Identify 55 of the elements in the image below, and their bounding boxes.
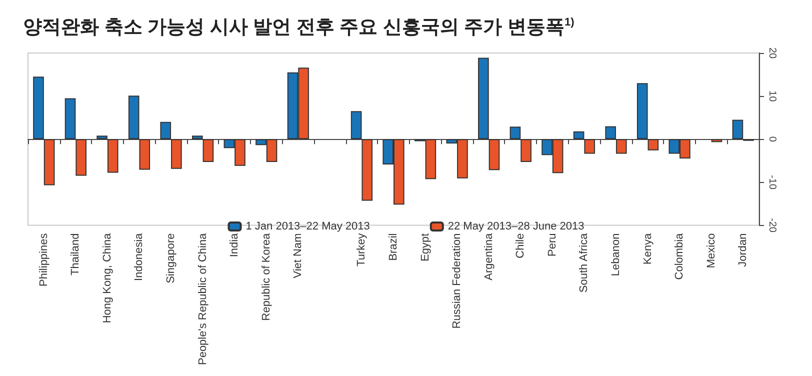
- x-tick-label: Jordan: [737, 233, 750, 267]
- y-tick-label: 10: [766, 90, 778, 102]
- legend-label: 1 Jan 2013–22 May 2013: [246, 220, 370, 232]
- bar: [64, 98, 76, 140]
- bar: [648, 139, 659, 150]
- x-tick-label: Singapore: [165, 233, 178, 284]
- bar: [107, 139, 118, 173]
- bar: [711, 139, 722, 142]
- bar: [76, 139, 86, 176]
- y-tick-label: 0: [766, 136, 778, 142]
- x-tick-label: Peru: [546, 233, 558, 257]
- x-tick-label: Kenya: [642, 232, 654, 264]
- x-tick-label: Russian Federation: [451, 233, 464, 329]
- x-tick-label: Philippines: [38, 232, 50, 286]
- bar: [171, 139, 182, 169]
- bar: [350, 111, 362, 140]
- bar: [636, 83, 648, 140]
- x-tick-label: People's Republic of China: [196, 232, 209, 366]
- bar: [605, 126, 616, 140]
- x-tick-label: Viet Nam: [292, 233, 304, 278]
- bar: [139, 139, 150, 170]
- bar: [478, 58, 489, 140]
- y-tick-label: 20: [766, 47, 778, 59]
- x-tick-label: South Africa: [578, 232, 590, 293]
- bar: [202, 139, 214, 162]
- bar: [584, 139, 595, 154]
- bar: [128, 96, 140, 140]
- y-tick-label: -10: [766, 174, 778, 190]
- legend-label: 22 May 2013–28 June 2013: [448, 220, 584, 232]
- bar: [192, 136, 203, 140]
- bar: [362, 139, 373, 201]
- bar: [33, 76, 44, 140]
- x-tick-label: Hong Kong, China: [101, 232, 114, 324]
- x-tick-label: Republic of Korea: [260, 232, 272, 321]
- x-tick-label: Colombia: [674, 232, 686, 280]
- bar: [488, 139, 500, 170]
- x-tick-label: Lebanon: [610, 233, 622, 276]
- bar: [160, 122, 172, 140]
- x-tick-label: Mexico: [705, 233, 718, 268]
- x-tick-label: Brazil: [388, 233, 400, 261]
- bar: [44, 139, 55, 186]
- bar: [732, 120, 744, 140]
- bar: [616, 139, 627, 154]
- bar: [96, 136, 108, 140]
- x-tick-label: India: [228, 232, 241, 258]
- bar: [573, 131, 584, 140]
- y-tick-label: -20: [766, 218, 778, 233]
- bar: [510, 126, 521, 140]
- x-tick-label: Egypt: [419, 233, 432, 262]
- bar: [520, 139, 532, 162]
- x-tick-label: Chile: [514, 233, 527, 258]
- x-tick-label: Thailand: [70, 233, 82, 276]
- x-tick-label: Argentina: [482, 232, 495, 280]
- x-tick-label: Indonesia: [133, 232, 146, 281]
- x-tick-label: Turkey: [356, 232, 368, 266]
